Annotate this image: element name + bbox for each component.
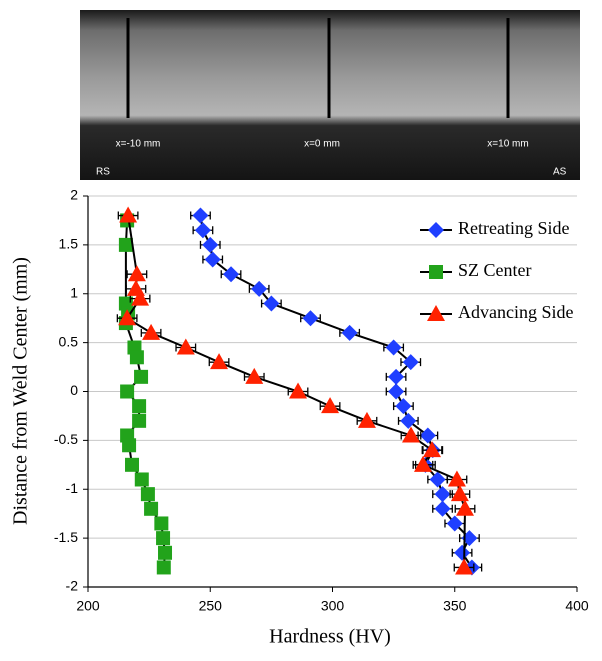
- legend-label: Retreating Side: [458, 218, 569, 238]
- marker: [400, 412, 417, 429]
- marker: [263, 295, 280, 312]
- y-tick-label: -2: [66, 578, 79, 594]
- marker: [450, 485, 469, 502]
- marker: [289, 382, 308, 399]
- marker: [118, 309, 137, 326]
- marker: [158, 545, 173, 560]
- y-tick-label: 1: [70, 284, 78, 300]
- marker: [223, 266, 240, 283]
- side-label: RS: [96, 167, 110, 178]
- marker: [119, 206, 138, 223]
- marker: [446, 515, 463, 532]
- marker: [388, 368, 405, 385]
- position-label: x=0 mm: [304, 139, 340, 150]
- marker: [357, 411, 376, 428]
- marker: [134, 472, 149, 487]
- marker: [127, 265, 146, 282]
- y-tick-label: 0: [70, 382, 78, 398]
- marker: [395, 398, 412, 415]
- legend-label: Advancing Side: [458, 302, 573, 322]
- y-tick-label: -0.5: [54, 431, 78, 447]
- x-tick-label: 350: [443, 598, 467, 614]
- marker: [194, 222, 211, 239]
- marker: [251, 280, 268, 297]
- marker: [176, 338, 195, 355]
- position-label: x=10 mm: [487, 139, 528, 150]
- marker: [144, 501, 159, 516]
- marker: [385, 339, 402, 356]
- marker: [142, 323, 161, 340]
- marker: [321, 397, 340, 414]
- legend-marker: [429, 265, 443, 279]
- y-axis-title: Distance from Weld Center (mm): [10, 257, 32, 525]
- position-label: x=-10 mm: [116, 139, 161, 150]
- micrograph: x=-10 mm x=0 mm x=10 mm RS AS: [80, 10, 580, 180]
- marker: [131, 289, 150, 306]
- marker: [132, 413, 147, 428]
- marker: [125, 457, 140, 472]
- marker: [402, 354, 419, 371]
- marker: [245, 367, 264, 384]
- marker: [132, 399, 147, 414]
- legend-label: SZ Center: [458, 260, 532, 280]
- marker: [202, 236, 219, 253]
- y-tick-label: 2: [70, 187, 78, 203]
- x-tick-label: 400: [565, 598, 589, 614]
- x-axis-title: Hardness (HV): [269, 626, 391, 648]
- marker: [456, 499, 475, 516]
- marker: [401, 426, 420, 443]
- y-tick-label: 0.5: [59, 333, 79, 349]
- y-tick-label: 1.5: [59, 236, 79, 252]
- marker: [454, 544, 471, 561]
- marker: [455, 558, 474, 575]
- marker: [423, 441, 442, 458]
- marker: [434, 500, 451, 517]
- marker: [210, 353, 229, 370]
- x-tick-label: 200: [76, 598, 100, 614]
- legend-marker: [427, 305, 445, 321]
- x-tick-label: 300: [321, 598, 345, 614]
- marker: [156, 531, 171, 546]
- marker: [154, 516, 169, 531]
- legend-marker: [428, 222, 444, 238]
- y-tick-label: -1: [66, 480, 79, 496]
- marker: [429, 471, 446, 488]
- marker: [341, 324, 358, 341]
- marker: [129, 350, 144, 365]
- marker: [302, 310, 319, 327]
- marker: [413, 455, 432, 472]
- side-label: AS: [553, 167, 567, 178]
- marker: [447, 470, 466, 487]
- marker: [118, 237, 133, 252]
- y-tick-label: -1.5: [54, 529, 78, 545]
- marker: [434, 486, 451, 503]
- x-tick-label: 250: [199, 598, 223, 614]
- marker: [140, 487, 155, 502]
- marker: [122, 438, 137, 453]
- marker: [120, 384, 135, 399]
- marker: [134, 369, 149, 384]
- marker: [204, 251, 221, 268]
- marker: [192, 207, 209, 224]
- marker: [156, 560, 171, 575]
- marker: [419, 427, 436, 444]
- marker: [388, 383, 405, 400]
